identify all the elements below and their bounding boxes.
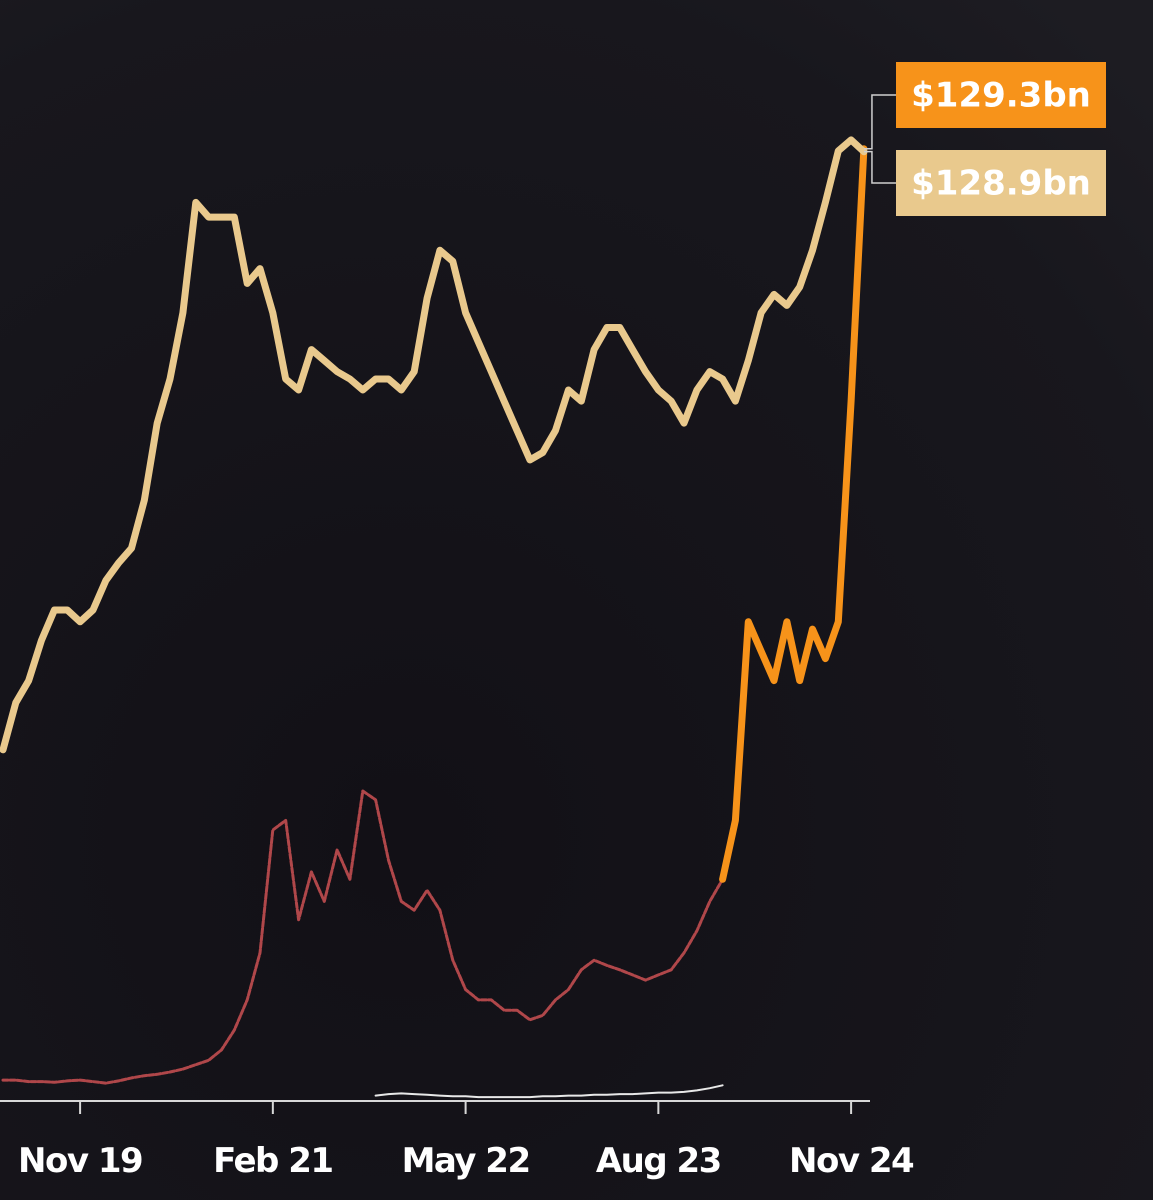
label-connector [863,150,896,184]
value-label: $129.3bn [911,76,1091,116]
value-label-box [896,150,1106,216]
series-line [0,136,868,754]
x-tick-label: May 22 [402,1141,530,1181]
x-tick-label: Aug 23 [596,1141,721,1181]
x-tick-label: Nov 19 [18,1141,142,1181]
series-line [374,1084,724,1099]
series-line [719,145,868,883]
value-label-box [896,62,1106,128]
x-tick-label: Feb 21 [213,1141,332,1181]
x-tick-label: Nov 24 [789,1141,914,1181]
value-label: $128.9bn [911,164,1091,204]
series-line [1,789,725,1085]
label-connector [863,94,896,150]
